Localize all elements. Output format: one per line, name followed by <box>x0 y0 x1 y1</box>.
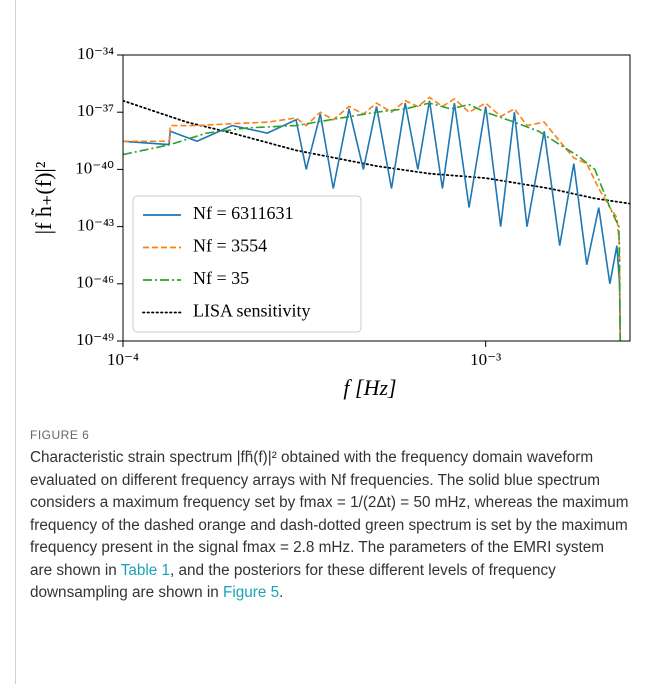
data-line <box>123 102 622 341</box>
legend-label: Nf = 35 <box>193 268 249 288</box>
legend-label: LISA sensitivity <box>193 301 311 321</box>
margin-rule <box>15 0 16 684</box>
caption-text: . <box>279 584 284 601</box>
table-link[interactable]: Table 1 <box>120 561 171 579</box>
caption-text: Characteristic strain spectrum |fh̃(f)|²… <box>30 449 629 579</box>
caption-text: , and the posteriors for these different… <box>30 561 556 602</box>
figure-caption: Characteristic strain spectrum |fh̃(f)|²… <box>30 447 630 605</box>
y-axis-label: |f h̃₊(f)|² <box>31 161 56 234</box>
data-line <box>123 99 630 205</box>
figure-label: FIGURE 6 <box>30 428 90 442</box>
plot-frame <box>122 54 631 342</box>
plot-area <box>123 96 630 341</box>
figure-link[interactable]: Figure 5 <box>223 584 280 601</box>
y-tick-label: 10⁻³⁴ <box>77 44 114 63</box>
data-line <box>123 96 622 341</box>
legend-label: Nf = 6311631 <box>193 203 293 223</box>
y-tick-label: 10⁻³⁷ <box>77 101 114 120</box>
chart: f [Hz] |f h̃₊(f)|² 10⁻³⁴ 10⁻³⁷ 10⁻⁴⁰ 10⁻⁴³ 1… <box>31 44 631 400</box>
y-tick-label: 10⁻⁴⁹ <box>76 330 114 349</box>
y-tick-label: 10⁻⁴³ <box>77 216 114 235</box>
x-tick-label: 10⁻⁴ <box>107 350 139 369</box>
x-axis-label: f [Hz] <box>343 375 396 400</box>
legend-label: Nf = 3554 <box>193 236 267 256</box>
x-tick-label: 10⁻³ <box>470 350 501 369</box>
data-line <box>123 100 622 341</box>
y-tick-label: 10⁻⁴⁰ <box>75 158 114 177</box>
legend-box <box>132 195 362 333</box>
y-tick-label: 10⁻⁴⁶ <box>76 273 114 292</box>
